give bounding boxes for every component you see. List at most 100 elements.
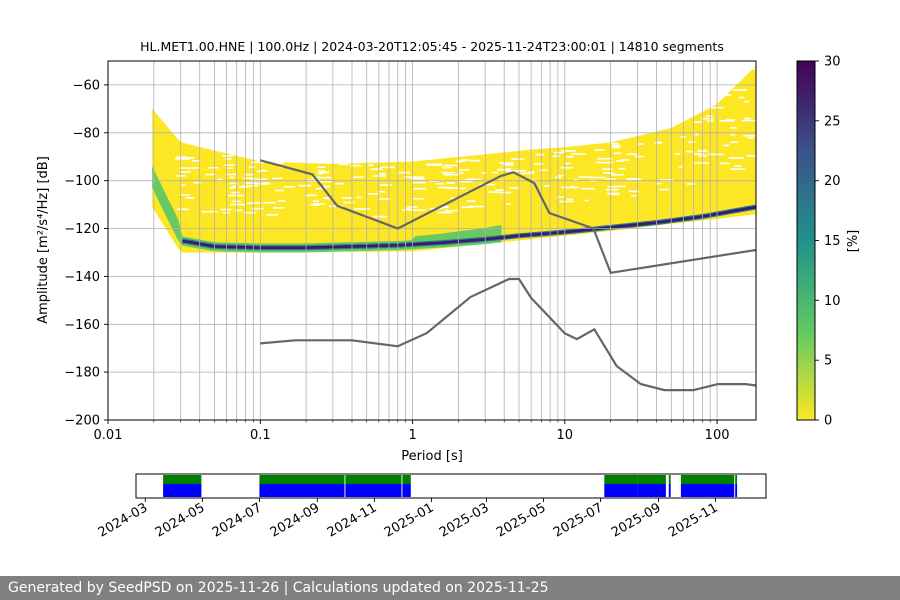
density-gap <box>229 182 238 185</box>
y-tick-label: −200 <box>64 414 100 429</box>
density-gap <box>450 197 458 200</box>
density-gap <box>505 168 512 170</box>
density-gap <box>534 163 544 165</box>
x-tick-label: 100 <box>705 428 730 443</box>
density-gap <box>753 68 756 70</box>
density-gap <box>411 178 425 180</box>
density-gap <box>224 164 235 166</box>
density-gap <box>694 133 699 136</box>
density-gap <box>313 200 319 202</box>
density-gap <box>273 207 284 209</box>
density-gap <box>313 203 325 205</box>
density-gap <box>561 150 576 152</box>
density-gap <box>461 206 474 209</box>
density-layer <box>152 65 756 253</box>
density-gap <box>356 196 362 199</box>
density-gap <box>262 182 270 184</box>
density-gap <box>611 144 621 147</box>
colorbar-tick-label: 20 <box>824 174 841 189</box>
availability-tick-label: 2024-11 <box>325 500 380 540</box>
density-gap <box>446 182 455 184</box>
density-gap <box>277 200 286 202</box>
density-gap <box>250 179 261 181</box>
density-gap <box>511 158 524 160</box>
density-gap <box>610 173 624 176</box>
density-gap <box>373 215 388 218</box>
density-gap <box>251 207 264 210</box>
density-gap <box>231 191 240 194</box>
y-tick-label: −60 <box>73 78 100 93</box>
density-gap <box>607 185 618 188</box>
density-gap <box>379 184 392 186</box>
density-gap <box>412 181 426 184</box>
density-gap <box>720 162 730 165</box>
density-gap <box>499 162 514 164</box>
availability-tick-label: 2024-07 <box>210 500 265 540</box>
density-gap <box>559 200 574 203</box>
density-gap <box>305 194 317 197</box>
density-gap <box>728 157 744 159</box>
density-gap <box>245 177 255 179</box>
density-gap <box>319 185 330 188</box>
density-gap <box>734 165 741 167</box>
density-gap <box>567 198 574 201</box>
density-gap <box>229 187 237 189</box>
availability-data-bar <box>259 484 345 497</box>
density-gap <box>445 187 458 189</box>
density-gap <box>316 187 327 190</box>
y-tick-label: −80 <box>73 126 100 141</box>
x-tick-label: 10 <box>557 428 574 443</box>
density-gap <box>335 182 344 185</box>
density-gap <box>415 209 426 211</box>
density-gap <box>628 190 639 193</box>
density-gap <box>529 171 535 173</box>
colorbar: 0 5 10 15 20 25 30 [%] <box>796 55 861 429</box>
availability-data-bar <box>735 484 738 497</box>
availability-bars <box>163 475 738 497</box>
availability-ticks: 2024-03 2024-05 2024-07 2024-09 2024-11 2025-… <box>96 498 721 541</box>
density-gap <box>584 199 589 202</box>
density-gap <box>458 169 470 171</box>
density-gap <box>457 160 466 162</box>
density-gap <box>686 183 696 185</box>
colorbar-tick-label: 0 <box>824 414 832 429</box>
density-gap <box>380 166 395 169</box>
density-gap <box>552 155 560 157</box>
y-tick-label: −160 <box>64 318 100 333</box>
density-gap <box>259 170 268 172</box>
density-gap <box>506 203 511 205</box>
y-axis: −60 −80 −100 −120 −140 −160 −180 −200 <box>64 78 108 429</box>
density-gap <box>245 182 259 184</box>
density-gap <box>741 119 756 122</box>
density-gap <box>255 178 268 181</box>
density-gap <box>269 162 284 164</box>
density-gap <box>698 155 708 157</box>
density-gap <box>217 178 223 181</box>
y-tick-label: −100 <box>64 174 100 189</box>
availability-metadata-bar <box>259 475 345 484</box>
density-gap <box>343 201 354 204</box>
availability-timeline: 2024-03 2024-05 2024-07 2024-09 2024-11 2025-… <box>96 473 767 541</box>
density-gap <box>316 166 325 168</box>
density-gap <box>378 173 387 175</box>
density-gap <box>306 184 312 187</box>
availability-metadata-bar <box>163 475 202 484</box>
density-gap <box>339 163 349 166</box>
availability-tick-label: 2025-03 <box>437 500 492 540</box>
density-gap <box>560 166 574 169</box>
y-tick-label: −140 <box>64 270 100 285</box>
availability-tick-label: 2025-05 <box>494 500 549 540</box>
availability-frame-bg <box>136 474 766 498</box>
density-gap <box>398 171 411 174</box>
density-gap <box>229 176 235 179</box>
density-gap <box>443 164 458 167</box>
density-gap <box>706 115 713 117</box>
density-gap <box>733 89 748 91</box>
density-gap <box>176 156 188 158</box>
x-tick-label: 0.01 <box>94 428 123 443</box>
density-gap <box>502 164 514 166</box>
density-gap <box>238 186 248 188</box>
density-gap <box>244 173 255 176</box>
density-gap <box>201 210 218 213</box>
density-gap <box>659 188 669 191</box>
